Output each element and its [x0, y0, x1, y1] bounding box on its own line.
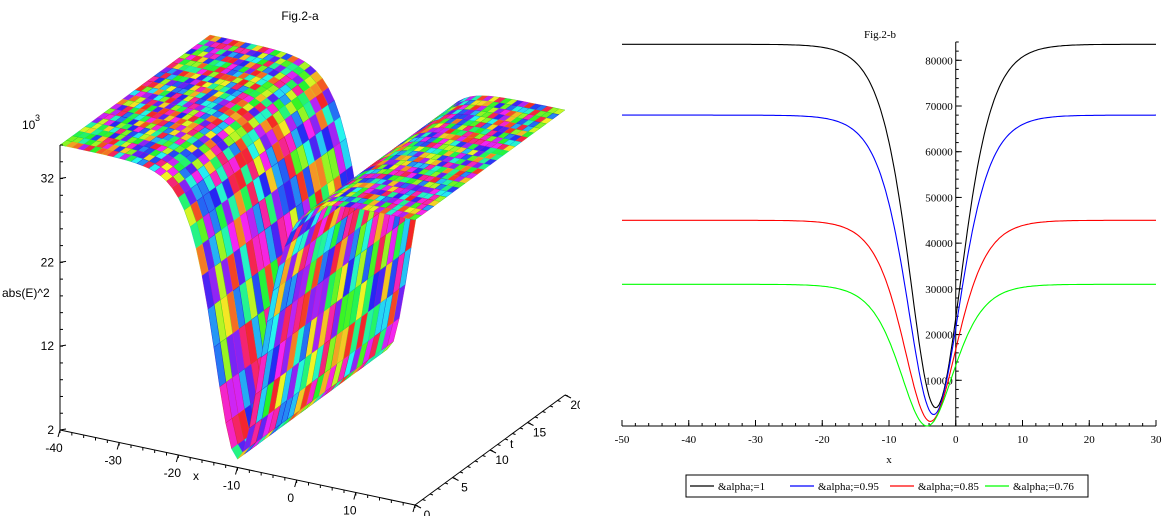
- t-minor-tick: [467, 466, 471, 468]
- x-tick-label: -10: [882, 434, 897, 446]
- y-tick-label: 40000: [925, 238, 953, 250]
- t-minor-tick: [474, 460, 479, 463]
- x-tick-label: 0: [287, 491, 294, 505]
- z-scale-exponent: 3: [35, 113, 40, 123]
- series-line-1: [622, 114, 1157, 416]
- x-axis-label: x: [193, 469, 199, 483]
- x-axis-label: x: [886, 454, 892, 466]
- z-axis-label: abs(E)^2: [2, 286, 50, 300]
- series-line-0: [622, 43, 1156, 409]
- z-tick-label: 12: [41, 339, 55, 353]
- x-tick-label: 30: [1151, 434, 1163, 446]
- t-minor-tick: [527, 422, 531, 424]
- y-tick-label: 50000: [925, 192, 953, 204]
- fig-2b-line-plot: Fig.2-b100002000030000400005000060000700…: [615, 29, 1163, 498]
- legend-label-0: &alpha;=1: [718, 481, 765, 493]
- x-tick-label: -40: [45, 441, 63, 455]
- legend-label-1: &alpha;=0.95: [818, 481, 879, 493]
- fig-2b-title: Fig.2-b: [864, 29, 897, 41]
- t-minor-tick: [519, 427, 524, 430]
- x-tick-label: -30: [104, 454, 122, 468]
- t-minor-tick: [497, 444, 501, 446]
- legend-label-2: &alpha;=0.85: [918, 481, 979, 493]
- x-tick-label: 10: [343, 504, 357, 516]
- x-tick-label: -30: [748, 434, 763, 446]
- t-tick-label: 20: [570, 398, 580, 412]
- x-tick-label: 20: [1084, 434, 1096, 446]
- t-minor-tick: [444, 482, 449, 485]
- t-tick-label: 15: [533, 426, 547, 440]
- t-minor-tick: [512, 433, 516, 435]
- t-minor-tick: [482, 455, 486, 457]
- y-tick-label: 70000: [925, 101, 953, 113]
- y-tick-label: 80000: [925, 55, 953, 67]
- t-minor-tick: [534, 416, 539, 419]
- t-minor-tick: [564, 394, 569, 397]
- surface-mesh: [59, 34, 566, 460]
- z-tick-label: 22: [41, 255, 55, 269]
- t-minor-tick: [549, 405, 554, 408]
- t-minor-tick: [557, 400, 561, 402]
- x-tick-label: 10: [1017, 434, 1029, 446]
- fig-2a-title: Fig.2-a: [281, 9, 319, 23]
- legend-label-3: &alpha;=0.76: [1013, 481, 1074, 493]
- x-tick-label: -10: [223, 479, 241, 493]
- x-tick-label: 0: [953, 434, 959, 446]
- surface-patch: [408, 213, 422, 221]
- t-tick-label: 0: [424, 508, 431, 516]
- t-minor-tick: [452, 477, 456, 479]
- t-minor-tick: [542, 411, 546, 413]
- y-tick-label: 30000: [925, 284, 953, 296]
- t-minor-tick: [504, 438, 509, 441]
- t-minor-tick: [459, 471, 464, 474]
- legend: &alpha;=1 &alpha;=0.95 &alpha;=0.85 &alpha;…: [685, 474, 1089, 498]
- z-tick-label: 32: [41, 172, 55, 186]
- y-tick-label: 60000: [925, 147, 953, 159]
- t-minor-tick: [414, 504, 419, 507]
- t-minor-tick: [422, 499, 426, 501]
- x-tick-label: -20: [815, 434, 830, 446]
- z-tick-label: 2: [47, 423, 54, 437]
- series-line-3: [622, 283, 1156, 427]
- t-minor-tick: [489, 449, 494, 452]
- t-axis-label: t: [510, 437, 514, 451]
- t-tick-label: 5: [461, 481, 468, 495]
- x-tick-label: -40: [681, 434, 696, 446]
- legend-box: [685, 474, 1089, 498]
- y-tick-label: 20000: [925, 330, 953, 342]
- x-tick-label: -20: [164, 466, 182, 480]
- t-minor-tick: [437, 488, 441, 490]
- t-minor-tick: [429, 493, 434, 496]
- z-scale-label: 10: [22, 118, 36, 132]
- t-tick-label: 10: [495, 453, 509, 467]
- x-tick-label: -50: [615, 434, 630, 446]
- series-line-2: [622, 219, 1156, 422]
